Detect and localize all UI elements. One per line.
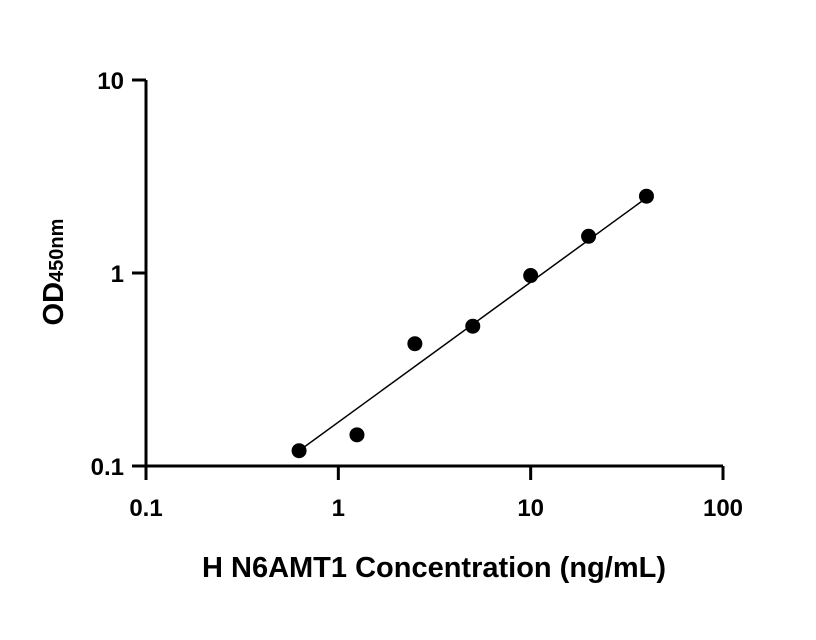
tick-marks — [132, 78, 725, 480]
data-point — [349, 427, 365, 443]
tick-labels: 0.1 1 10 100 0.1 1 10 — [91, 68, 743, 522]
data-point — [407, 336, 423, 352]
y-axis-title-sub: 450nm — [46, 219, 68, 282]
x-tick-label: 10 — [517, 495, 544, 522]
x-tick-label: 1 — [332, 495, 345, 522]
data-point — [581, 228, 597, 244]
y-axis-title-main: OD — [38, 282, 70, 326]
y-tick-label: 1 — [111, 261, 124, 288]
x-tick-label: 0.1 — [129, 495, 162, 522]
data-point — [638, 188, 654, 204]
x-axis-title: H N6AMT1 Concentration (ng/mL) — [202, 552, 666, 584]
data-point — [465, 318, 481, 334]
data-point — [291, 443, 307, 459]
axes — [144, 80, 723, 468]
y-tick-label: 10 — [97, 68, 124, 95]
data-point — [523, 268, 539, 284]
data-points — [291, 188, 654, 459]
y-axis-title: OD450nm — [38, 219, 70, 326]
x-tick-label: 100 — [703, 495, 743, 522]
y-tick-label: 0.1 — [91, 454, 124, 481]
